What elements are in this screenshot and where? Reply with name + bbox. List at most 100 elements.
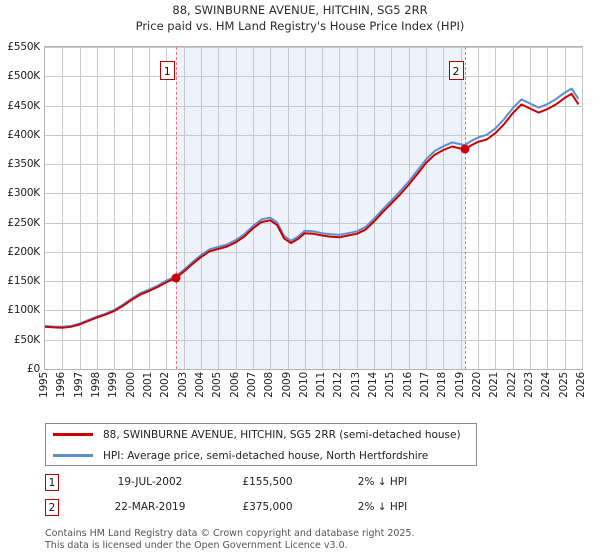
gridline-vertical (408, 47, 410, 369)
title-line-1: 88, SWINBURNE AVENUE, HITCHIN, SG5 2RR (172, 3, 428, 17)
x-axis-tick-label: 2020 (471, 372, 484, 398)
y-axis-tick-label: £100K (7, 304, 40, 317)
gridline-vertical (287, 47, 289, 369)
y-axis-tick-label: £350K (7, 158, 40, 171)
x-axis-tick-label: 2016 (401, 372, 414, 398)
x-axis-tick-label: 1996 (55, 372, 68, 398)
table-row: 2 22-MAR-2019 £375,000 2% ↓ HPI (45, 497, 505, 522)
gridline-horizontal (45, 134, 582, 136)
gridline-vertical (460, 47, 462, 369)
gridline-horizontal (45, 339, 582, 341)
x-axis-tick-label: 2018 (436, 372, 449, 398)
gridline-vertical (391, 47, 393, 369)
gridline-vertical (252, 47, 254, 369)
y-axis-tick-label: £50K (13, 333, 40, 346)
gridline-vertical (426, 47, 428, 369)
gridline-vertical (356, 47, 358, 369)
x-axis-tick-label: 1999 (107, 372, 120, 398)
table-row: 1 19-JUL-2002 £155,500 2% ↓ HPI (45, 472, 505, 497)
gridline-horizontal (45, 164, 582, 166)
y-axis-tick-label: £200K (7, 245, 40, 258)
gridline-vertical (218, 47, 220, 369)
y-axis-tick-label: £150K (7, 275, 40, 288)
x-axis-tick-label: 2001 (141, 372, 154, 398)
footer-line-2: This data is licensed under the Open Gov… (45, 539, 348, 551)
x-axis-labels: 1995 1996 1997 1998 1999 2000 2001 2002 2003 2004… (38, 372, 587, 416)
x-axis-tick-label: 1997 (72, 372, 85, 398)
legend-swatch-property (53, 433, 93, 436)
gridline-vertical (200, 47, 202, 369)
x-axis-tick-label: 2021 (488, 372, 501, 398)
gridline-horizontal (45, 47, 582, 48)
gridline-vertical (166, 47, 168, 369)
legend-item-property: 88, SWINBURNE AVENUE, HITCHIN, SG5 2RR (… (46, 424, 476, 445)
gridline-vertical (582, 47, 583, 369)
gridline-vertical (270, 47, 272, 369)
gridline-vertical (322, 47, 324, 369)
x-axis-tick-label: 2002 (159, 372, 172, 398)
gridline-horizontal (45, 310, 582, 312)
series-line-property (44, 92, 580, 329)
y-axis-tick-label: £450K (7, 99, 40, 112)
annotation-marker-2[interactable]: 2 (448, 61, 464, 80)
chart-legend: 88, SWINBURNE AVENUE, HITCHIN, SG5 2RR (… (45, 423, 477, 466)
gridline-horizontal (45, 105, 582, 107)
gridline-horizontal (45, 193, 582, 195)
transaction-period-band (175, 47, 465, 369)
transaction-hpi-2: 2% ↓ HPI (357, 501, 408, 513)
gridline-vertical (304, 47, 306, 369)
footer-attribution: Contains HM Land Registry data © Crown c… (45, 528, 585, 551)
y-axis-tick-label: £500K (7, 70, 40, 83)
y-axis-tick-label: £0 (27, 363, 40, 375)
gridline-vertical (62, 47, 64, 369)
x-axis-tick-label: 2015 (384, 372, 397, 398)
x-axis-tick-label: 1998 (89, 372, 102, 398)
gridline-vertical (443, 47, 445, 369)
x-axis-tick-label: 2008 (263, 372, 276, 398)
x-axis-tick-label: 2024 (540, 372, 553, 398)
gridline-vertical (96, 47, 98, 369)
legend-item-hpi: HPI: Average price, semi-detached house,… (46, 445, 476, 466)
page-title: 88, SWINBURNE AVENUE, HITCHIN, SG5 2RR P… (0, 2, 600, 34)
x-axis-tick-label: 2017 (419, 372, 432, 398)
x-axis-tick-label: 2000 (124, 372, 137, 398)
gridline-vertical (235, 47, 237, 369)
data-point-2[interactable] (460, 144, 470, 154)
transaction-price-2: £375,000 (242, 501, 293, 513)
annotation-line-1 (175, 47, 177, 369)
gridline-vertical (530, 47, 532, 369)
y-axis-tick-label: £550K (7, 41, 40, 53)
legend-swatch-hpi (53, 454, 93, 457)
annotation-line-2 (464, 47, 466, 369)
gridline-horizontal (45, 222, 582, 224)
y-axis-tick-label: £300K (7, 187, 40, 200)
gridline-horizontal (45, 281, 582, 283)
x-axis-tick-label: 2026 (575, 372, 587, 398)
gridline-vertical (339, 47, 341, 369)
gridline-vertical (478, 47, 480, 369)
annotation-marker-1[interactable]: 1 (159, 61, 175, 80)
gridline-vertical (374, 47, 376, 369)
x-axis-tick-label: 2011 (315, 372, 328, 398)
x-axis-tick-label: 2012 (332, 372, 345, 398)
transactions-table: 1 19-JUL-2002 £155,500 2% ↓ HPI 2 22-MAR… (45, 472, 505, 522)
x-axis-tick-label: 2025 (557, 372, 570, 398)
x-axis-tick-label: 2022 (505, 372, 518, 398)
gridline-horizontal (45, 76, 582, 78)
x-axis-tick-label: 2009 (280, 372, 293, 398)
transaction-marker-1: 1 (45, 474, 59, 491)
gridline-vertical (512, 47, 514, 369)
x-axis-tick-label: 2004 (193, 372, 206, 398)
legend-label-property: 88, SWINBURNE AVENUE, HITCHIN, SG5 2RR (… (103, 428, 461, 441)
gridline-vertical (495, 47, 497, 369)
y-axis-tick-label: £250K (7, 216, 40, 229)
transaction-marker-2: 2 (45, 499, 59, 516)
gridline-horizontal (45, 251, 582, 253)
price-chart: £0 £50K £100K £150K £200K £250K £300K £350K £400… (0, 38, 600, 398)
gridline-vertical (564, 47, 566, 369)
x-axis-tick-label: 2014 (367, 372, 380, 398)
data-point-1[interactable] (171, 273, 181, 283)
gridline-vertical (131, 47, 133, 369)
x-axis-tick-label: 1995 (38, 372, 50, 398)
